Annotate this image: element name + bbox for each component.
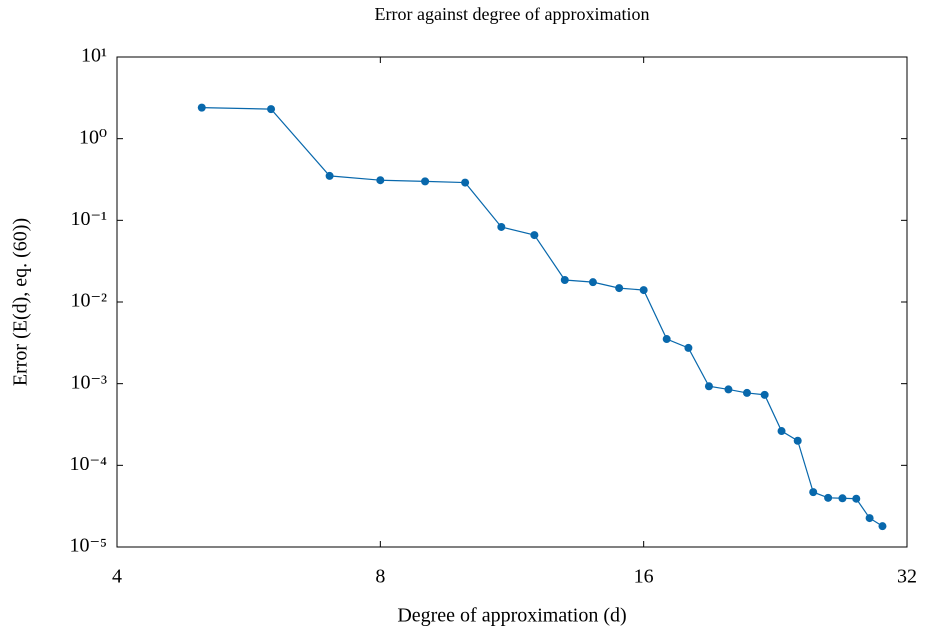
data-point <box>824 493 833 502</box>
data-point <box>662 335 671 344</box>
series-line <box>201 107 883 527</box>
y-tick-label: 10⁻⁵ <box>69 535 107 557</box>
chart-title: Error against degree of approximation <box>375 4 650 24</box>
data-point <box>197 103 206 112</box>
data-point <box>724 385 733 394</box>
data-point <box>838 494 847 503</box>
data-point <box>878 522 887 531</box>
data-point <box>497 222 506 231</box>
data-point <box>267 105 276 114</box>
data-point <box>376 176 385 185</box>
y-tick-label: 10¹ <box>81 45 107 67</box>
x-tick-label: 8 <box>375 566 385 588</box>
y-tick-label: 10⁻² <box>70 290 107 312</box>
y-tick-label: 10⁻³ <box>70 371 107 393</box>
data-point <box>760 390 769 399</box>
data-point <box>615 284 624 293</box>
data-point <box>865 514 874 523</box>
data-point <box>684 343 693 352</box>
y-tick-label: 10⁻¹ <box>70 208 107 230</box>
data-point <box>704 382 713 391</box>
data-point <box>639 286 648 295</box>
data-point <box>530 231 539 240</box>
data-point <box>777 427 786 436</box>
data-point <box>325 171 334 180</box>
data-point <box>742 388 751 397</box>
plot-frame <box>116 56 908 548</box>
data-point <box>809 488 818 497</box>
data-point <box>421 177 430 186</box>
data-point <box>560 275 569 284</box>
data-point <box>461 178 470 187</box>
x-axis-label: Degree of approximation (d) <box>397 605 626 627</box>
x-tick-label: 4 <box>112 566 122 588</box>
data-point <box>852 494 861 503</box>
x-tick-label: 32 <box>897 566 917 588</box>
data-point <box>793 436 802 445</box>
x-tick-label: 16 <box>634 566 654 588</box>
data-point <box>588 278 597 287</box>
y-tick-label: 10⁻⁴ <box>69 453 107 475</box>
y-tick-label: 10⁰ <box>79 126 107 148</box>
y-axis-label: Error (E(d), eq. (60)) <box>10 218 32 386</box>
